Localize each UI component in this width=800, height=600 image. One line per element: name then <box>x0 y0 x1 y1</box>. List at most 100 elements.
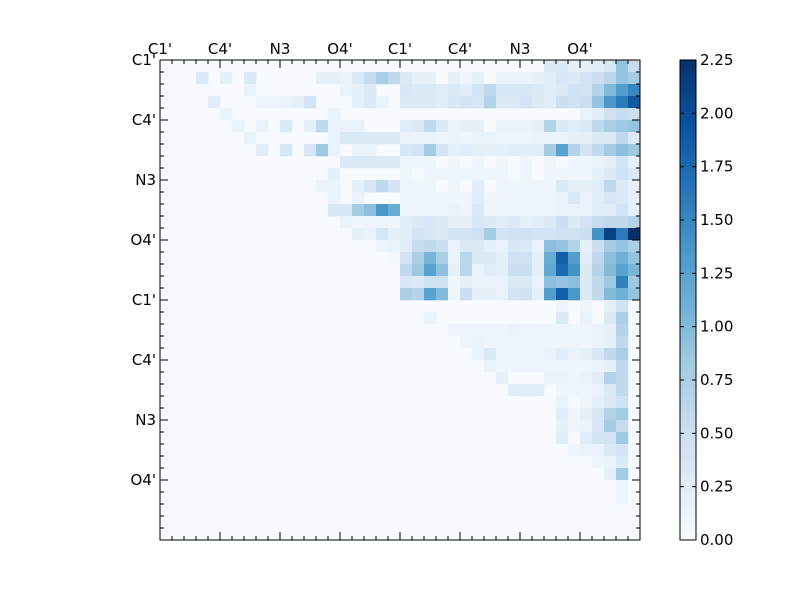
heatmap-cell <box>532 264 545 277</box>
heatmap-cell <box>496 156 509 169</box>
heatmap-cell <box>556 132 569 145</box>
heatmap-cell <box>376 228 389 241</box>
heatmap-cell <box>496 180 509 193</box>
heatmap-cell <box>508 264 521 277</box>
x-tick-label: N3 <box>510 40 531 58</box>
heatmap-cell <box>520 348 533 361</box>
heatmap-cell <box>592 216 605 229</box>
heatmap-cell <box>592 456 605 469</box>
heatmap-cell <box>352 204 365 217</box>
colorbar-tick-label: 1.50 <box>700 211 733 229</box>
heatmap-cell <box>400 276 413 289</box>
heatmap-cell <box>484 252 497 265</box>
colorbar-tick-label: 1.25 <box>700 264 733 282</box>
heatmap-cell <box>412 240 425 253</box>
heatmap-cell <box>520 228 533 241</box>
heatmap-cell <box>520 336 533 349</box>
heatmap-cell <box>376 204 389 217</box>
heatmap-cell <box>556 120 569 133</box>
heatmap-cell <box>472 96 485 109</box>
heatmap-cell <box>580 372 593 385</box>
heatmap-cell <box>424 216 437 229</box>
heatmap-cell <box>616 240 629 253</box>
heatmap-cell <box>352 144 365 157</box>
heatmap-cell <box>472 192 485 205</box>
heatmap-cell <box>400 240 413 253</box>
heatmap-cell <box>472 264 485 277</box>
colorbar-tick-label: 0.50 <box>700 424 733 442</box>
heatmap-cell <box>616 480 629 493</box>
colorbar-tick-label: 0.00 <box>700 531 733 549</box>
heatmap-cell <box>604 312 617 325</box>
heatmap-cell <box>544 192 557 205</box>
heatmap-cell <box>316 72 329 85</box>
heatmap-cell <box>532 216 545 229</box>
heatmap-cell <box>568 180 581 193</box>
heatmap-cell <box>556 84 569 97</box>
heatmap-cell <box>388 72 401 85</box>
heatmap-cell <box>424 252 437 265</box>
heatmap-cell <box>424 204 437 217</box>
heatmap-cell <box>496 72 509 85</box>
heatmap-cell <box>304 96 317 109</box>
heatmap-cell <box>328 120 341 133</box>
heatmap-cell <box>496 96 509 109</box>
heatmap-cell <box>280 96 293 109</box>
heatmap-cell <box>580 420 593 433</box>
heatmap-cell <box>304 144 317 157</box>
x-tick-label: O4' <box>567 40 592 58</box>
heatmap-cell <box>412 180 425 193</box>
heatmap-cell <box>556 288 569 301</box>
heatmap-cell <box>460 192 473 205</box>
heatmap-cell <box>460 72 473 85</box>
heatmap-cell <box>484 264 497 277</box>
heatmap-cell <box>544 324 557 337</box>
heatmap-cell <box>340 120 353 133</box>
heatmap-cell <box>604 432 617 445</box>
heatmap-cell <box>232 120 245 133</box>
heatmap-cell <box>556 240 569 253</box>
heatmap-cell <box>280 120 293 133</box>
y-tick-label: C4' <box>132 351 156 369</box>
heatmap-cell <box>496 168 509 181</box>
heatmap-cell <box>556 96 569 109</box>
heatmap-cell <box>544 72 557 85</box>
heatmap-cell <box>532 228 545 241</box>
heatmap-cell <box>604 84 617 97</box>
heatmap-cell <box>604 288 617 301</box>
heatmap-cell <box>208 96 221 109</box>
heatmap-cell <box>556 348 569 361</box>
heatmap-cell <box>448 228 461 241</box>
heatmap-cell <box>508 360 521 373</box>
heatmap-cell <box>496 276 509 289</box>
heatmap-cell <box>568 252 581 265</box>
heatmap-cell <box>592 336 605 349</box>
heatmap-cell <box>520 144 533 157</box>
heatmap-cell <box>376 180 389 193</box>
heatmap-cell <box>484 288 497 301</box>
colorbar-tick-label: 0.75 <box>700 371 733 389</box>
heatmap-cell <box>532 360 545 373</box>
heatmap-cell <box>604 396 617 409</box>
colorbar-tick-label: 0.25 <box>700 478 733 496</box>
heatmap-cell <box>592 72 605 85</box>
x-tick-label: C1' <box>148 40 172 58</box>
heatmap-cell <box>316 180 329 193</box>
heatmap-cell <box>412 252 425 265</box>
heatmap-cell <box>424 288 437 301</box>
heatmap-cell <box>580 384 593 397</box>
heatmap-cell <box>616 360 629 373</box>
heatmap-cell <box>400 96 413 109</box>
heatmap-cell <box>616 108 629 121</box>
heatmap-cell <box>460 216 473 229</box>
heatmap-cell <box>628 60 641 73</box>
colorbar-tick-label: 1.75 <box>700 158 733 176</box>
heatmap-cell <box>532 336 545 349</box>
heatmap-cell <box>460 96 473 109</box>
heatmap-cell <box>628 228 641 241</box>
heatmap-cell <box>436 252 449 265</box>
heatmap-cell <box>364 84 377 97</box>
heatmap-cell <box>448 120 461 133</box>
heatmap-cell <box>520 168 533 181</box>
heatmap-cell <box>424 120 437 133</box>
